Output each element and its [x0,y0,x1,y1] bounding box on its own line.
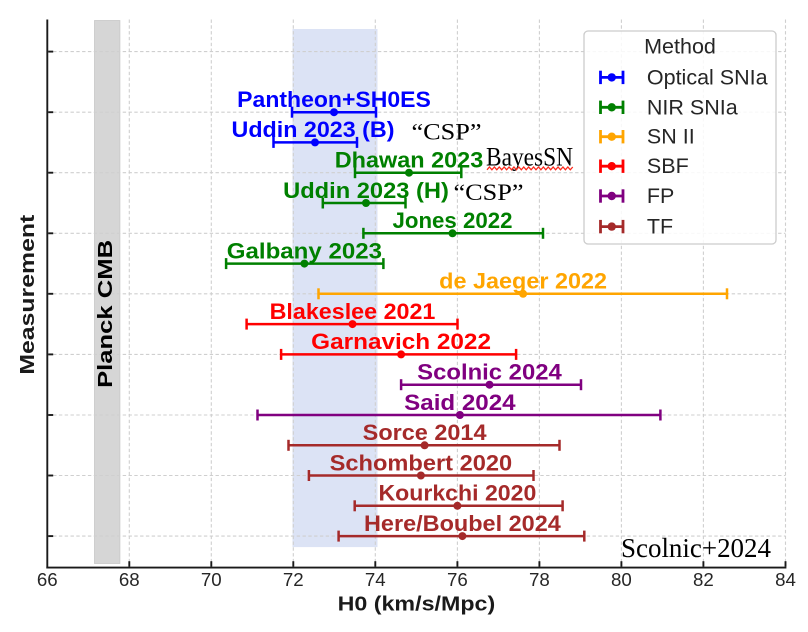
svg-text:Scolnic+2024: Scolnic+2024 [621,533,771,563]
svg-text:“CSP”: “CSP” [412,119,482,145]
svg-text:Scolnic 2024: Scolnic 2024 [417,360,562,385]
svg-text:Kourkchi 2020: Kourkchi 2020 [379,481,537,506]
svg-text:Sorce 2014: Sorce 2014 [363,420,488,445]
svg-text:Measurement: Measurement [16,215,39,375]
svg-text:Galbany 2023: Galbany 2023 [227,238,382,263]
svg-text:68: 68 [119,569,140,590]
svg-text:76: 76 [447,569,468,590]
svg-text:SBF: SBF [647,154,689,178]
svg-text:74: 74 [365,569,386,590]
svg-text:Said 2024: Said 2024 [404,390,516,415]
svg-text:Uddin 2023 (B): Uddin 2023 (B) [232,117,395,142]
svg-text:Jones 2022: Jones 2022 [393,208,513,233]
svg-text:Method: Method [644,35,716,59]
svg-text:H0 (km/s/Mpc): H0 (km/s/Mpc) [338,593,496,616]
svg-text:NIR SNIa: NIR SNIa [647,95,738,119]
svg-text:Schombert 2020: Schombert 2020 [330,450,513,475]
svg-text:de Jaeger 2022: de Jaeger 2022 [439,269,607,294]
svg-text:Dhawan 2023: Dhawan 2023 [335,148,484,173]
svg-text:82: 82 [693,569,714,590]
svg-text:72: 72 [283,569,304,590]
svg-text:Garnavich 2022: Garnavich 2022 [311,329,491,354]
svg-text:84: 84 [775,569,796,590]
svg-text:80: 80 [611,569,632,590]
svg-text:“CSP”: “CSP” [454,180,524,206]
svg-text:SN II: SN II [647,125,695,149]
svg-text:70: 70 [201,569,222,590]
svg-text:Uddin 2023 (H): Uddin 2023 (H) [283,178,449,203]
svg-text:66: 66 [37,569,58,590]
svg-text:Here/Boubel 2024: Here/Boubel 2024 [364,511,562,536]
svg-text:Optical SNIa: Optical SNIa [647,65,768,89]
svg-text:78: 78 [529,569,550,590]
svg-text:Pantheon+SH0ES: Pantheon+SH0ES [237,87,431,112]
svg-text:TF: TF [647,215,673,239]
svg-text:Planck CMB: Planck CMB [94,240,117,388]
svg-text:FP: FP [647,184,674,208]
svg-text:Blakeslee 2021: Blakeslee 2021 [270,299,436,324]
